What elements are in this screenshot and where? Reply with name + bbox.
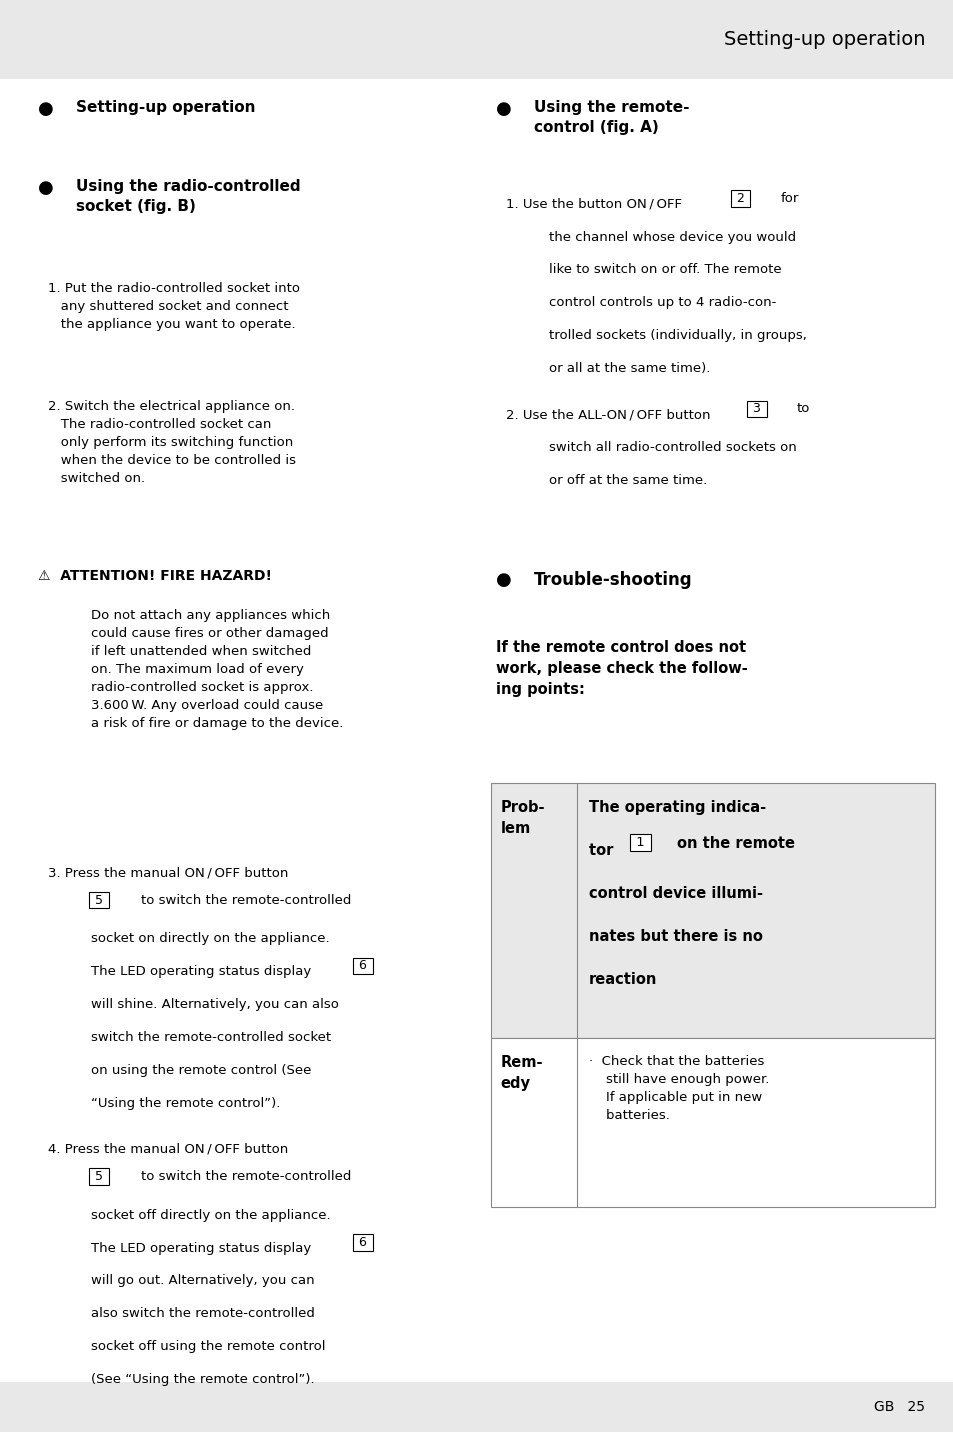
Text: on using the remote control (See: on using the remote control (See <box>91 1064 311 1077</box>
Text: ●: ● <box>38 100 54 119</box>
Text: ●: ● <box>38 179 54 198</box>
Text: Rem-
edy: Rem- edy <box>500 1055 543 1091</box>
Text: 6: 6 <box>355 1236 371 1249</box>
Text: will shine. Alternatively, you can also: will shine. Alternatively, you can also <box>91 998 338 1011</box>
Text: reaction: reaction <box>588 972 657 987</box>
Text: switch the remote-controlled socket: switch the remote-controlled socket <box>91 1031 331 1044</box>
Text: Setting-up operation: Setting-up operation <box>76 100 255 115</box>
Text: socket on directly on the appliance.: socket on directly on the appliance. <box>91 932 329 945</box>
Text: to switch the remote-controlled: to switch the remote-controlled <box>141 1170 352 1183</box>
Text: trolled sockets (individually, in groups,: trolled sockets (individually, in groups… <box>548 329 805 342</box>
Text: 6: 6 <box>355 959 371 972</box>
FancyBboxPatch shape <box>491 783 934 1038</box>
Text: The LED operating status display: The LED operating status display <box>91 1242 314 1254</box>
Text: on the remote: on the remote <box>677 836 795 851</box>
Text: or all at the same time).: or all at the same time). <box>548 362 709 375</box>
Text: 1. Put the radio-controlled socket into
   any shuttered socket and connect
   t: 1. Put the radio-controlled socket into … <box>48 282 299 331</box>
Text: 3. Press the manual ON / OFF button: 3. Press the manual ON / OFF button <box>48 866 288 879</box>
Text: Trouble-shooting: Trouble-shooting <box>534 571 692 590</box>
Text: to switch the remote-controlled: to switch the remote-controlled <box>141 894 352 906</box>
Text: 1: 1 <box>631 836 648 849</box>
Text: ●: ● <box>496 100 512 119</box>
Text: 3: 3 <box>748 402 764 415</box>
Text: to: to <box>796 402 809 415</box>
Text: ·  Check that the batteries
    still have enough power.
    If applicable put i: · Check that the batteries still have en… <box>588 1055 768 1123</box>
Text: GB   25: GB 25 <box>874 1400 924 1413</box>
Text: The LED operating status display: The LED operating status display <box>91 965 314 978</box>
Text: 5: 5 <box>91 1170 107 1183</box>
Text: The operating indica-: The operating indica- <box>588 800 765 815</box>
Text: socket off using the remote control: socket off using the remote control <box>91 1340 325 1353</box>
Text: or off at the same time.: or off at the same time. <box>548 474 706 487</box>
FancyBboxPatch shape <box>0 1382 953 1432</box>
Text: switch all radio-controlled sockets on: switch all radio-controlled sockets on <box>548 441 796 454</box>
Text: ●: ● <box>496 571 512 590</box>
Text: ⚠  ATTENTION! FIRE HAZARD!: ⚠ ATTENTION! FIRE HAZARD! <box>38 569 272 583</box>
Text: control controls up to 4 radio-con-: control controls up to 4 radio-con- <box>548 296 775 309</box>
Text: also switch the remote-controlled: also switch the remote-controlled <box>91 1307 314 1320</box>
Text: control device illumi-: control device illumi- <box>588 886 761 901</box>
Text: Using the remote-
control (fig. A): Using the remote- control (fig. A) <box>534 100 689 135</box>
Text: 1. Use the button ON / OFF: 1. Use the button ON / OFF <box>505 198 685 211</box>
Text: 2. Use the ALL-ON / OFF button: 2. Use the ALL-ON / OFF button <box>505 408 714 421</box>
Text: Prob-
lem: Prob- lem <box>500 800 545 836</box>
Text: Do not attach any appliances which
could cause fires or other damaged
if left un: Do not attach any appliances which could… <box>91 609 343 729</box>
Text: like to switch on or off. The remote: like to switch on or off. The remote <box>548 263 781 276</box>
Text: Using the radio-controlled
socket (fig. B): Using the radio-controlled socket (fig. … <box>76 179 300 213</box>
Text: tor: tor <box>588 843 618 858</box>
FancyBboxPatch shape <box>0 0 953 79</box>
Text: 5: 5 <box>91 894 107 906</box>
Text: the channel whose device you would: the channel whose device you would <box>548 231 795 243</box>
Text: 2. Switch the electrical appliance on.
   The radio-controlled socket can
   onl: 2. Switch the electrical appliance on. T… <box>48 400 295 484</box>
Text: socket off directly on the appliance.: socket off directly on the appliance. <box>91 1209 330 1221</box>
Text: nates but there is no: nates but there is no <box>588 929 761 944</box>
Text: If the remote control does not
work, please check the follow-
ing points:: If the remote control does not work, ple… <box>496 640 747 697</box>
FancyBboxPatch shape <box>491 1038 934 1207</box>
Text: “Using the remote control”).: “Using the remote control”). <box>91 1097 280 1110</box>
Text: 2: 2 <box>732 192 748 205</box>
Text: Setting-up operation: Setting-up operation <box>723 30 924 49</box>
Text: 4. Press the manual ON / OFF button: 4. Press the manual ON / OFF button <box>48 1143 288 1156</box>
Text: will go out. Alternatively, you can: will go out. Alternatively, you can <box>91 1274 314 1287</box>
Text: (See “Using the remote control”).: (See “Using the remote control”). <box>91 1373 314 1386</box>
Text: for: for <box>780 192 798 205</box>
